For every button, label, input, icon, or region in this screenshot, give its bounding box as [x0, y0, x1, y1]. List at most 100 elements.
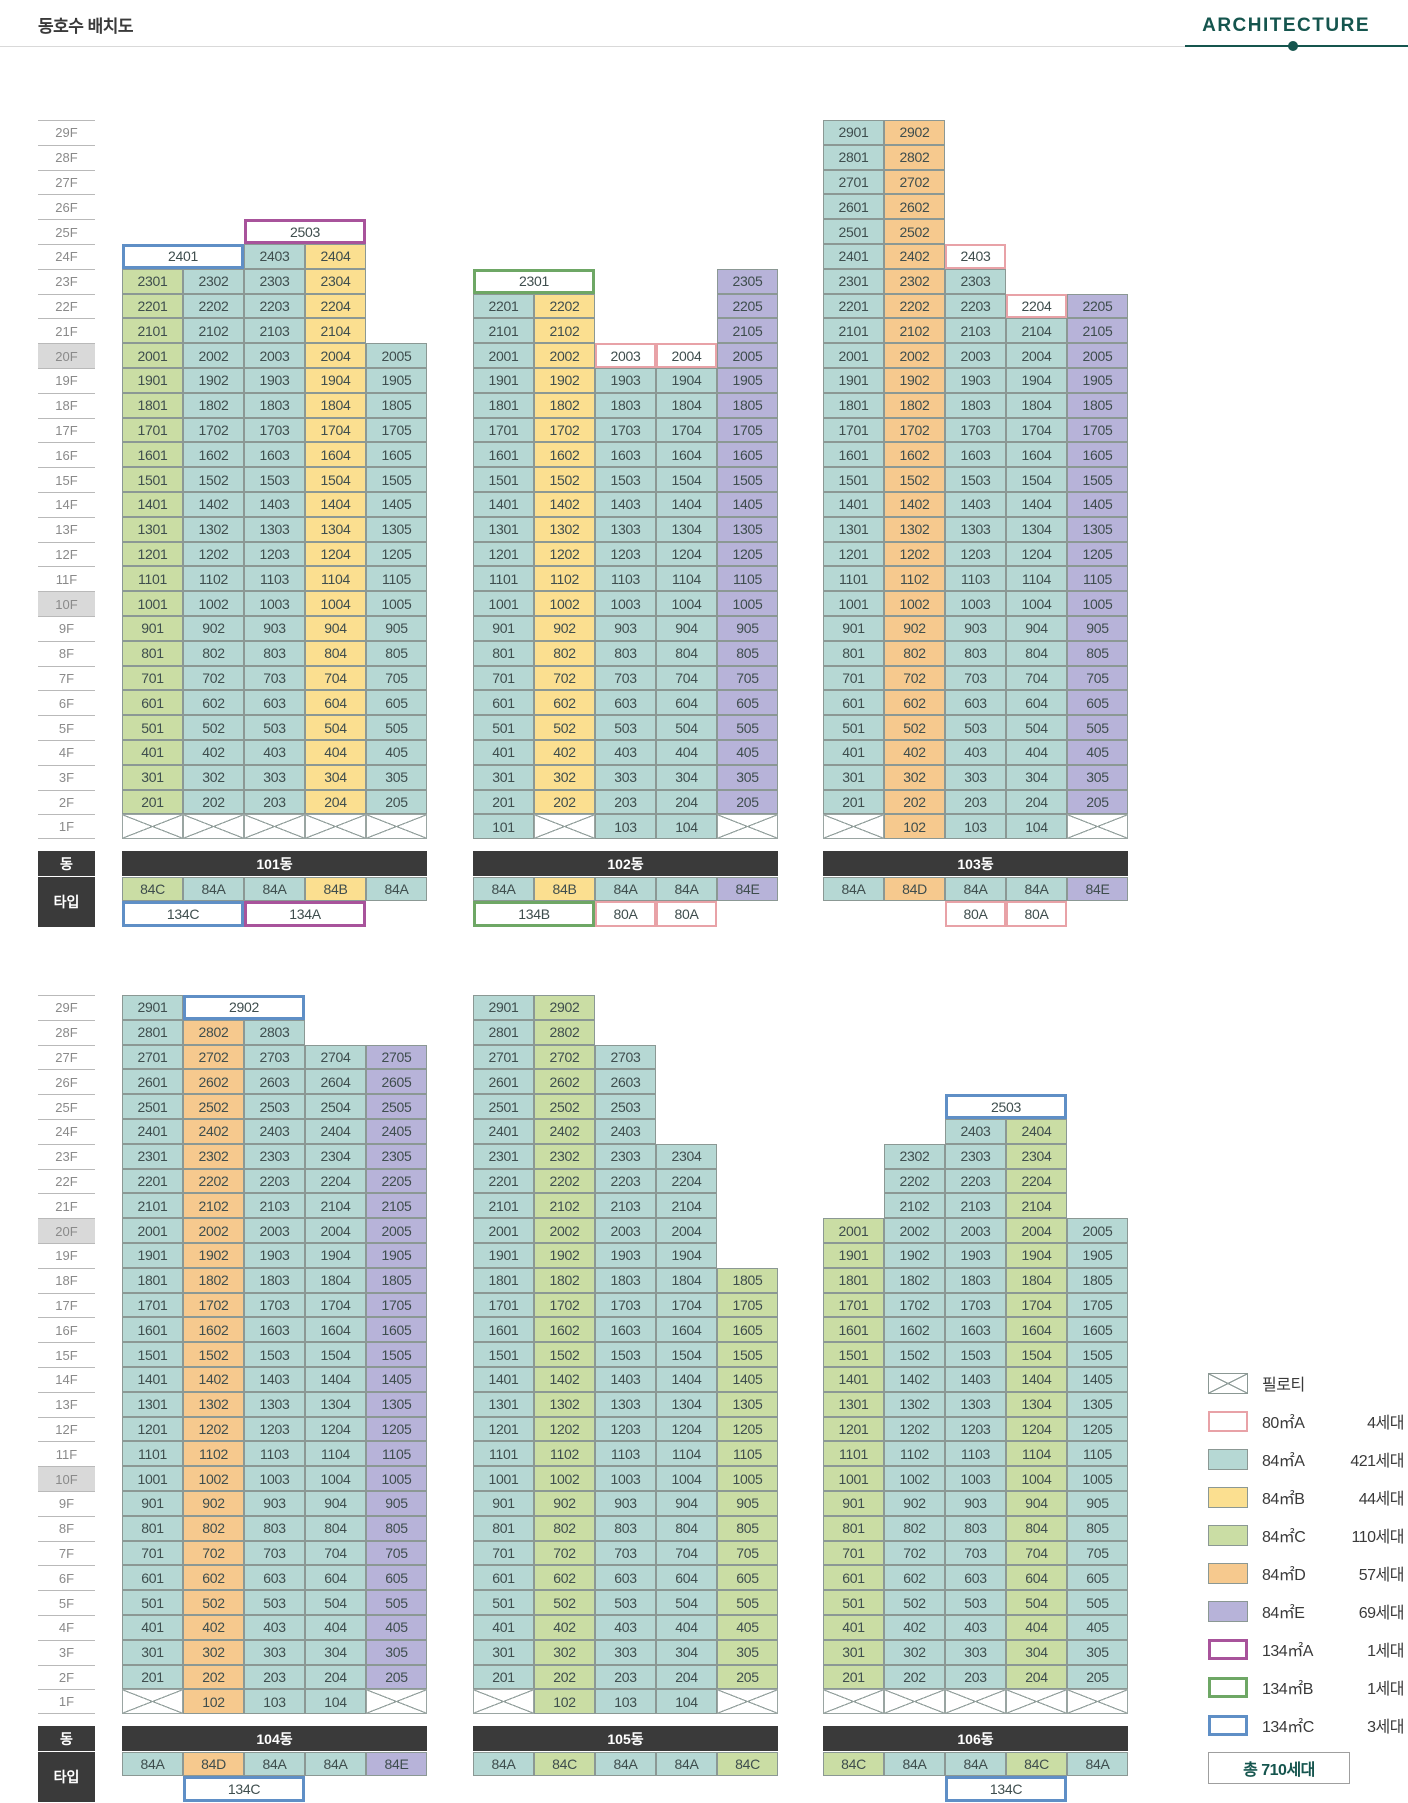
- unit-cell: 305: [366, 1639, 427, 1665]
- unit-cell: 2201: [473, 1168, 534, 1194]
- unit-cell: 2401: [122, 1118, 183, 1144]
- unit-cell: 134B: [473, 901, 595, 927]
- unit-cell: 1902: [183, 1242, 244, 1268]
- unit-cell: 1204: [305, 541, 366, 567]
- unit-cell: 502: [884, 715, 945, 740]
- unit-cell: 704: [656, 665, 717, 691]
- floor-label: 18F: [38, 392, 95, 418]
- unit-cell: 1003: [595, 1466, 656, 1491]
- piloti-cell: [717, 1689, 778, 1715]
- unit-cell: 701: [122, 665, 183, 691]
- unit-cell: 2004: [656, 1218, 717, 1243]
- unit-cell: 2401: [122, 243, 244, 269]
- unit-cell: 1405: [366, 1366, 427, 1392]
- unit-cell: 84B: [305, 877, 366, 901]
- unit-cell: 905: [1067, 615, 1128, 641]
- unit-cell: 1503: [945, 467, 1006, 492]
- unit-cell: 405: [717, 1614, 778, 1640]
- unit-cell: 402: [884, 1614, 945, 1640]
- unit-cell: 1904: [305, 1242, 366, 1268]
- unit-cell: 1605: [366, 442, 427, 468]
- unit-cell: 1504: [656, 467, 717, 492]
- header-divider: [0, 46, 1408, 47]
- floor-label: 2F: [38, 1664, 95, 1690]
- building-grid: 2503 2401 2403 2404 2301 2302 2303 2304 2201 2202…: [122, 120, 427, 840]
- unit-cell: 2203: [244, 293, 305, 319]
- unit-cell: 1102: [884, 1441, 945, 1467]
- unit-cell: 1702: [534, 417, 595, 443]
- unit-cell: 605: [717, 1565, 778, 1591]
- legend-item-84d: 84㎡D 57세대: [1208, 1562, 1405, 1584]
- unit-cell: 2204: [1006, 1168, 1067, 1194]
- unit-cell: 505: [366, 1590, 427, 1615]
- building-name-bar: 101동: [122, 851, 427, 876]
- unit-cell: 2901: [122, 995, 183, 1020]
- unit-cell: 1305: [1067, 516, 1128, 542]
- unit-cell: 801: [823, 640, 884, 666]
- unit-cell: 302: [534, 764, 595, 790]
- piloti-cell: [366, 814, 427, 840]
- floor-label: 24F: [38, 1118, 95, 1144]
- unit-cell: 84D: [884, 877, 945, 901]
- unit-cell: 1902: [534, 1242, 595, 1268]
- unit-cell: 405: [1067, 1614, 1128, 1640]
- legend-count: 421세대: [1350, 1453, 1404, 1470]
- floor-label: 12F: [38, 541, 95, 567]
- unit-cell: 705: [366, 1540, 427, 1566]
- unit-cell: 1601: [473, 442, 534, 468]
- unit-cell: 2803: [244, 1019, 305, 1045]
- unit-cell: 1702: [183, 417, 244, 443]
- legend-item-84b: 84㎡B 44세대: [1208, 1486, 1405, 1508]
- unit-cell: 203: [244, 1664, 305, 1690]
- unit-cell: 2301: [122, 1143, 183, 1169]
- unit-cell: 1303: [244, 1391, 305, 1417]
- unit-cell: 1103: [595, 1441, 656, 1467]
- unit-cell: 2301: [473, 1143, 534, 1169]
- unit-cell: 1302: [534, 1391, 595, 1417]
- unit-cell: 1705: [717, 417, 778, 443]
- unit-cell: 703: [244, 665, 305, 691]
- unit-cell: 301: [823, 1639, 884, 1665]
- unit-cell: 2005: [717, 343, 778, 368]
- unit-cell: 2802: [183, 1019, 244, 1045]
- unit-cell: 702: [183, 1540, 244, 1566]
- unit-cell: 1501: [122, 1342, 183, 1367]
- unit-cell: 2002: [534, 1218, 595, 1243]
- unit-cell: 1404: [656, 1366, 717, 1392]
- unit-cell: 2301: [823, 268, 884, 294]
- unit-cell: 505: [1067, 715, 1128, 740]
- unit-cell: 505: [717, 715, 778, 740]
- floor-label: 1F: [38, 814, 95, 840]
- unit-cell: 403: [595, 739, 656, 765]
- unit-cell: 2103: [595, 1193, 656, 1219]
- unit-cell: 402: [183, 739, 244, 765]
- unit-cell: 1004: [1006, 1466, 1067, 1491]
- unit-cell: 1204: [305, 1416, 366, 1442]
- unit-cell: 2004: [305, 1218, 366, 1243]
- unit-cell: 2604: [305, 1069, 366, 1095]
- unit-cell: 1902: [183, 367, 244, 393]
- unit-cell: 1903: [595, 367, 656, 393]
- unit-cell: 1502: [884, 1342, 945, 1367]
- unit-cell: 1905: [717, 367, 778, 393]
- unit-cell: 84E: [1067, 877, 1128, 901]
- unit-cell: 703: [945, 665, 1006, 691]
- unit-cell: 2602: [534, 1069, 595, 1095]
- unit-cell: 84C: [534, 1752, 595, 1776]
- unit-cell: 1202: [534, 541, 595, 567]
- unit-cell: 1601: [473, 1317, 534, 1343]
- unit-cell: 104: [1006, 814, 1067, 840]
- unit-cell: 1604: [305, 442, 366, 468]
- unit-cell: 1203: [945, 1416, 1006, 1442]
- unit-cell: 605: [366, 690, 427, 716]
- building-special-type-row: 134C: [823, 1776, 1128, 1802]
- unit-cell: 102: [183, 1689, 244, 1715]
- unit-cell: 2303: [244, 1143, 305, 1169]
- piloti-cell: [1067, 1689, 1128, 1715]
- unit-cell: 1703: [945, 1292, 1006, 1318]
- unit-cell: 603: [945, 1565, 1006, 1591]
- unit-cell: 905: [1067, 1490, 1128, 1516]
- unit-cell: 401: [122, 1614, 183, 1640]
- unit-cell: 84A: [244, 877, 305, 901]
- dong-header-cell: 동: [38, 851, 95, 876]
